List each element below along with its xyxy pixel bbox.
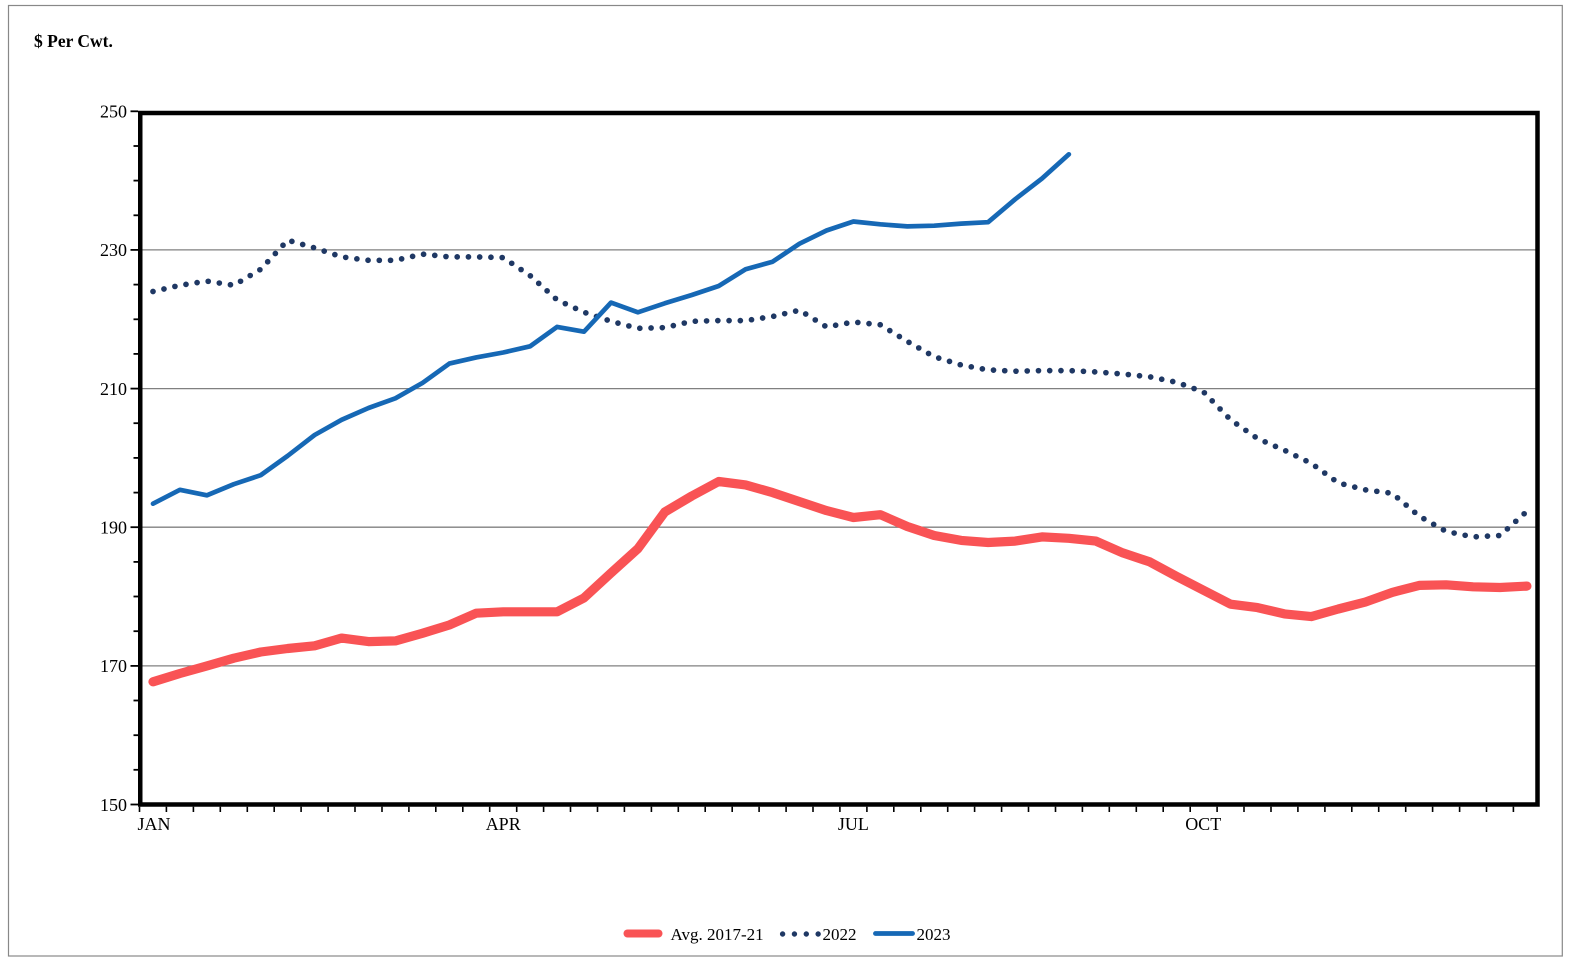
svg-text:OCT: OCT bbox=[1185, 814, 1221, 834]
svg-text:APR: APR bbox=[486, 814, 521, 834]
svg-text:170: 170 bbox=[100, 656, 127, 676]
svg-text:150: 150 bbox=[100, 795, 127, 815]
svg-text:2022: 2022 bbox=[823, 925, 857, 944]
svg-text:230: 230 bbox=[100, 240, 127, 260]
svg-text:210: 210 bbox=[100, 379, 127, 399]
svg-text:190: 190 bbox=[100, 518, 127, 538]
svg-text:JAN: JAN bbox=[137, 814, 170, 834]
svg-text:2023: 2023 bbox=[917, 925, 951, 944]
svg-text:$ Per Cwt.: $ Per Cwt. bbox=[34, 31, 113, 51]
svg-text:250: 250 bbox=[100, 102, 127, 122]
svg-text:Avg. 2017-21: Avg. 2017-21 bbox=[671, 925, 764, 944]
svg-text:JUL: JUL bbox=[838, 814, 869, 834]
